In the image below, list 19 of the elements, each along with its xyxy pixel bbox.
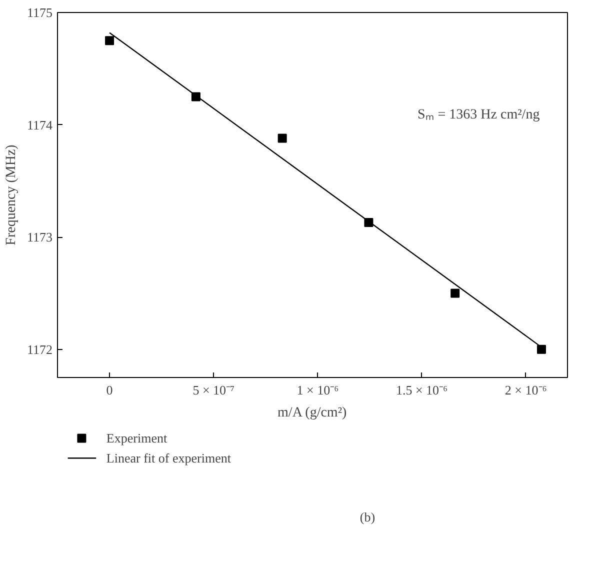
x-axis-title: m/A (g/cm²) bbox=[278, 406, 348, 420]
y-tick-label: 1174 bbox=[26, 117, 53, 132]
x-tick-label: 0 bbox=[106, 382, 113, 398]
point bbox=[105, 36, 114, 46]
text: (b) bbox=[360, 510, 376, 524]
point bbox=[536, 344, 546, 354]
y-axis-title: Frequency (MHz) bbox=[4, 144, 19, 246]
y-tick-label: 1175 bbox=[26, 5, 53, 20]
legend-label: Experiment bbox=[106, 430, 168, 446]
point bbox=[450, 288, 460, 298]
x-tick-label: 2 × 10⁻⁶ bbox=[504, 382, 547, 398]
y-tick-label: 1172 bbox=[26, 342, 53, 357]
annotation: Sₘ = 1363 Hz cm²/ng bbox=[418, 108, 540, 122]
x-tick-label: 5 × 10⁻⁷ bbox=[192, 382, 235, 398]
legend-label: Linear fit of experiment bbox=[106, 450, 232, 466]
x-tick-label: 1 × 10⁻⁶ bbox=[296, 382, 339, 398]
point bbox=[278, 134, 287, 143]
x-tick-label: 1.5 × 10⁻⁶ bbox=[396, 382, 448, 398]
y-tick-label: 1173 bbox=[26, 230, 53, 245]
